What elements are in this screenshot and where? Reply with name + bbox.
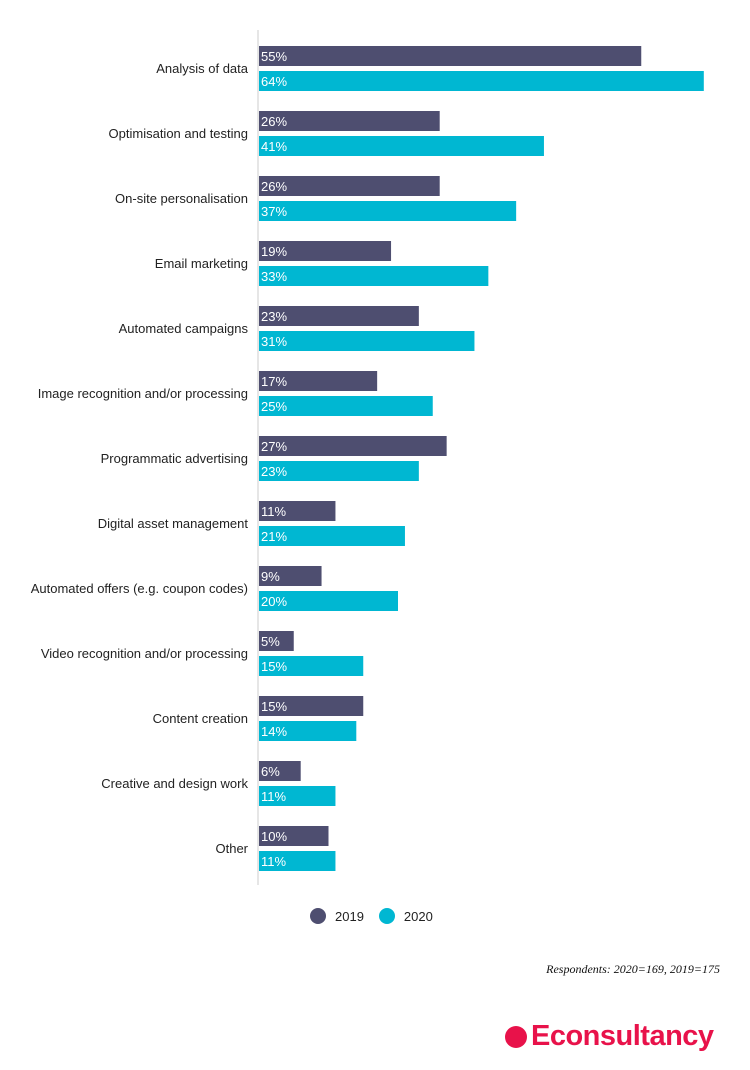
category-label: Image recognition and/or processing [38,386,248,401]
data-label-2020: 33% [261,269,287,284]
logo-text: Econsultancy [531,1020,714,1052]
data-label-2020: 23% [261,464,287,479]
data-label-2020: 15% [261,659,287,674]
category-label: Optimisation and testing [109,126,248,141]
data-label-2020: 11% [261,854,286,869]
bar-2020 [259,136,544,156]
bar-2019 [259,501,336,521]
data-label-2019: 11% [261,504,286,519]
bar-2020 [259,721,357,741]
bar-2019 [259,241,392,261]
data-label-2020: 25% [261,399,287,414]
category-label: Automated campaigns [119,321,249,336]
category-label: Programmatic advertising [101,451,248,466]
category-label: Automated offers (e.g. coupon codes) [31,581,248,596]
data-label-2020: 64% [261,74,287,89]
bar-2020 [259,851,336,871]
bar-2019 [259,566,322,586]
category-label: Video recognition and/or processing [41,646,248,661]
category-label: Analysis of data [156,61,249,76]
bar-2019 [259,436,447,456]
econsultancy-logo: Econsultancy [505,1020,714,1053]
bar-2019 [259,306,419,326]
data-label-2019: 26% [261,114,287,129]
bar-2020 [259,71,704,91]
data-label-2019: 23% [261,309,287,324]
bar-2020 [259,266,489,286]
category-label: On-site personalisation [115,191,248,206]
logo-dot-icon [505,1025,527,1048]
data-label-2020: 31% [261,334,287,349]
bar-2019 [259,176,440,196]
data-label-2019: 55% [261,49,287,64]
legend-label-2019: 2019 [335,908,364,924]
data-label-2019: 6% [261,764,280,779]
bar-2019 [259,46,642,66]
bar-2020 [259,396,433,416]
category-label: Content creation [153,711,248,726]
bar-2019 [259,696,364,716]
legend: 2019 2020 [310,908,448,924]
data-label-2019: 17% [261,374,287,389]
data-label-2020: 37% [261,204,287,219]
category-label: Creative and design work [101,776,248,791]
bar-2020 [259,786,336,806]
data-label-2019: 27% [261,439,287,454]
data-label-2019: 10% [261,829,287,844]
bar-2019 [259,111,440,131]
bar-2020 [259,461,419,481]
bar-2020 [259,591,398,611]
data-label-2019: 5% [261,634,280,649]
data-label-2020: 21% [261,529,287,544]
data-label-2020: 14% [261,724,287,739]
bar-2019 [259,371,378,391]
legend-swatch-2020 [378,908,395,924]
bar-2020 [259,331,475,351]
bar-chart: Analysis of data 55% 64% Optimisation and t… [31,30,704,885]
data-label-2020: 11% [261,789,286,804]
data-label-2019: 15% [261,699,287,714]
bar-2019 [259,761,301,781]
legend-item-2020: 2020 [378,908,433,924]
bar-2020 [259,656,364,676]
legend-label-2020: 2020 [403,908,433,924]
data-label-2019: 9% [261,569,280,584]
bar-2019 [259,631,294,651]
bar-2020 [259,526,405,546]
category-label: Digital asset management [98,516,249,531]
category-label: Other [215,841,248,856]
bar-2020 [259,201,517,221]
legend-item-2019: 2019 [310,908,364,924]
data-label-2019: 19% [261,244,287,259]
data-label-2020: 41% [261,139,287,154]
bar-2019 [259,826,329,846]
data-label-2019: 26% [261,179,287,194]
respondents-footnote: Respondents: 2020=169, 2019=175 [546,962,720,976]
data-label-2020: 20% [261,594,287,609]
category-label: Email marketing [155,256,248,271]
legend-swatch-2019 [310,908,326,924]
